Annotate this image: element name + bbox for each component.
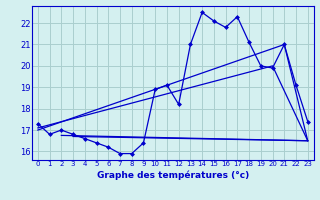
X-axis label: Graphe des températures (°c): Graphe des températures (°c) — [97, 170, 249, 180]
